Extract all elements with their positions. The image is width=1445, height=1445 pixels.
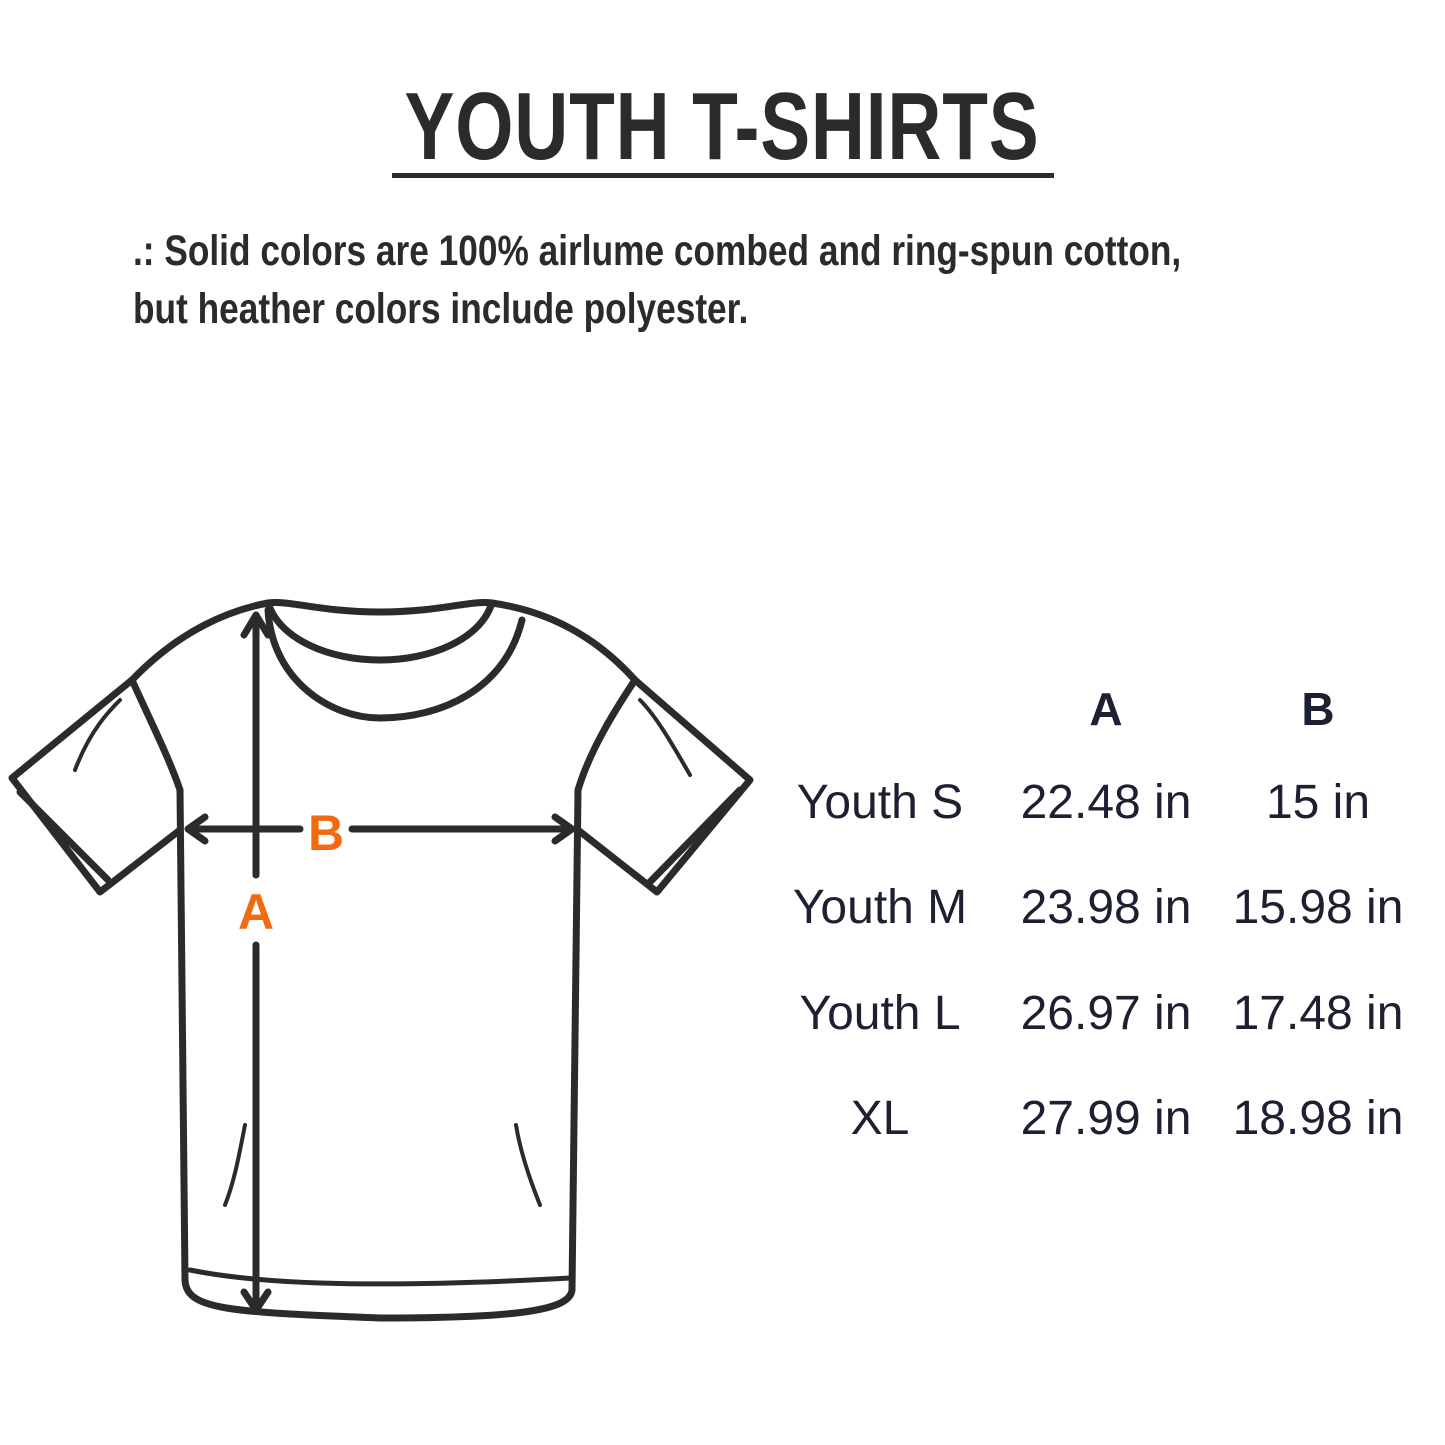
- title-underline: [392, 173, 1054, 178]
- measure-b-label: B: [308, 805, 344, 861]
- measure-b-arrowheads: [184, 813, 576, 845]
- size-label: Youth L: [799, 987, 961, 1040]
- value-b: 15 in: [1265, 776, 1371, 829]
- description-line-2: but heather colors include polyester.: [133, 285, 749, 333]
- value-b: 15.98 in: [1232, 881, 1404, 934]
- measure-a-label: A: [238, 884, 274, 940]
- value-a: 26.97 in: [1020, 987, 1192, 1040]
- size-label: XL: [850, 1092, 910, 1145]
- value-b: 17.48 in: [1232, 987, 1404, 1040]
- title-text: YOUTH T-SHIRTS: [405, 73, 1040, 180]
- column-header-b: B: [1301, 683, 1335, 735]
- size-label: Youth M: [792, 881, 968, 934]
- value-a: 23.98 in: [1020, 881, 1192, 934]
- description: .: Solid colors are 100% airlume combed …: [133, 222, 1281, 338]
- value-a: 27.99 in: [1020, 1092, 1192, 1145]
- tshirt-diagram: B A: [8, 599, 754, 1322]
- value-b: 18.98 in: [1232, 1092, 1404, 1145]
- description-line-1: .: Solid colors are 100% airlume combed …: [133, 227, 1182, 275]
- measure-a-arrowheads: [240, 611, 272, 1314]
- value-a: 22.48 in: [1020, 776, 1192, 829]
- tshirt-outline: [8, 599, 754, 1322]
- column-header-a: A: [1089, 683, 1123, 735]
- page-title: YOUTH T-SHIRTS: [0, 72, 1445, 182]
- size-label: Youth S: [796, 776, 964, 829]
